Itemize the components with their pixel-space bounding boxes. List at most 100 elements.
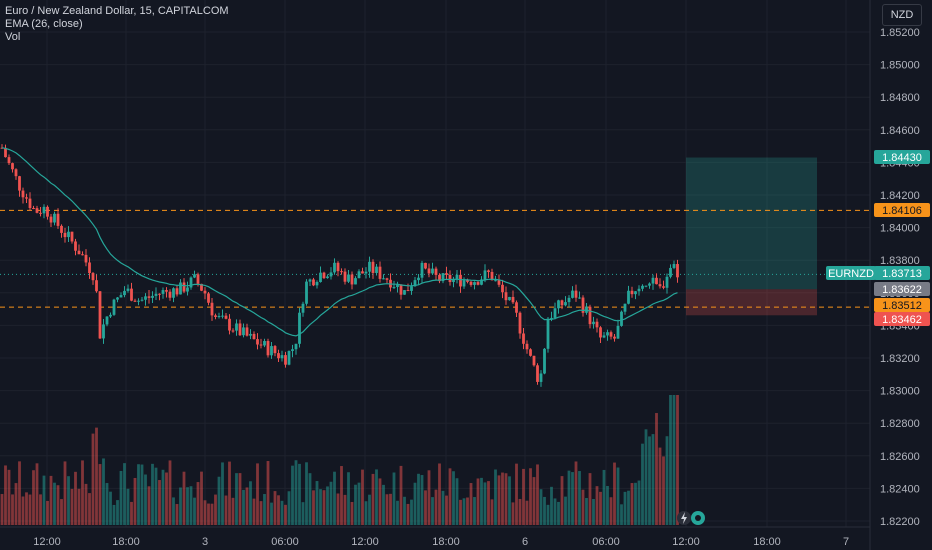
svg-text:1.84106: 1.84106 [882,205,922,217]
volume-bar [336,493,340,525]
horizontal-lines[interactable] [0,209,870,308]
candle-body [67,231,70,238]
settings-gear-icon[interactable] [691,511,705,525]
candle-body [224,315,228,319]
volume-bar [462,498,466,525]
candle-body [424,262,427,269]
candle-body [441,273,445,282]
candle-body [655,277,658,285]
volume-bar [581,489,585,525]
candle-body [354,278,357,285]
volume-bar [441,490,445,525]
volume-bar [592,498,595,525]
volume-bar [165,472,168,525]
volume-bar [497,475,501,525]
candle-body [287,351,291,365]
long-position-tool[interactable] [686,157,817,316]
candle-body [455,274,459,279]
candle-body [357,271,361,279]
volume-bar [417,473,420,525]
price-tick-label: 1.84200 [880,190,920,202]
candle-body [574,290,578,298]
candle-body [637,288,641,292]
volume-legend[interactable]: Vol [5,31,21,43]
volume-bar [231,497,235,525]
currency-button[interactable]: NZD [882,4,922,26]
svg-text:1.84430: 1.84430 [882,152,922,164]
volume-bar [564,496,567,525]
candle-body [322,272,326,279]
volume-bar [319,489,322,525]
candle-body [207,293,210,303]
volume-bar [67,476,70,525]
volume-bar [424,490,427,525]
volume-bar [81,460,84,525]
candle-body [550,317,553,319]
candle-body [476,282,480,285]
volume-bar [172,497,175,525]
candle-body [53,213,56,223]
take-profit-zone[interactable] [686,157,817,290]
volume-bar [242,489,245,525]
candle-body [532,355,536,366]
volume-bar [11,494,14,525]
volume-bar [588,473,592,525]
candle-body [602,335,606,338]
ema-line [1,147,678,337]
volume-bar [200,471,203,525]
volume-bar [98,464,102,525]
candle-body [133,300,137,302]
price-tick-label: 1.83000 [880,386,920,398]
volume-bar [560,476,564,525]
volume-bar [60,499,63,525]
time-tick-label: 7 [843,536,849,548]
candle-body [84,254,88,263]
volume-bar [74,471,77,525]
volume-bar [553,498,557,525]
volume-bar [606,486,609,525]
candle-body [46,206,49,217]
volume-bar [410,499,413,525]
volume-bar [256,463,259,525]
candle-body [606,332,609,336]
candle-body [266,341,270,356]
volume-bar [578,471,581,525]
volume-bar [662,456,665,525]
volume-bar [119,470,123,525]
volume-bar [627,490,630,525]
candle-body [259,344,263,346]
candle-body [144,296,147,300]
symbol-title[interactable]: Euro / New Zealand Dollar, 15, CAPITALCO… [5,5,229,17]
volume-bar [494,469,497,525]
volume-bar [469,483,473,525]
chart-legend: Euro / New Zealand Dollar, 15, CAPITALCO… [5,5,229,44]
volume-bar [0,494,4,525]
volume-bar [634,482,637,525]
volume-bar [620,504,623,525]
volume-bar [466,497,469,525]
volume-bar [42,475,46,525]
time-axis[interactable]: 12:00 18:00 3 06:00 12:00 18:00 6 06:00 12:00 18:… [33,536,849,548]
stop-loss-zone[interactable] [686,289,817,316]
ema-legend[interactable]: EMA (26, close) [5,18,83,30]
volume-bar [228,461,231,525]
volume-bar [238,473,242,525]
volume-bar [431,497,434,525]
volume-bar [515,463,518,525]
candle-body [77,250,81,255]
volume-bar [151,463,154,525]
volume-bar [382,484,385,525]
candle-body [553,308,557,318]
candle-body [382,278,385,280]
volume-bar [308,473,312,525]
volume-bar [501,472,504,525]
candle-body [546,318,550,349]
candle-body [462,280,466,287]
volume-bar [550,486,553,525]
lightning-icon[interactable] [677,511,691,525]
candle-body [378,266,382,279]
price-tick-label: 1.85000 [880,60,920,72]
volume-bar [312,490,315,525]
candle-body [368,261,371,272]
